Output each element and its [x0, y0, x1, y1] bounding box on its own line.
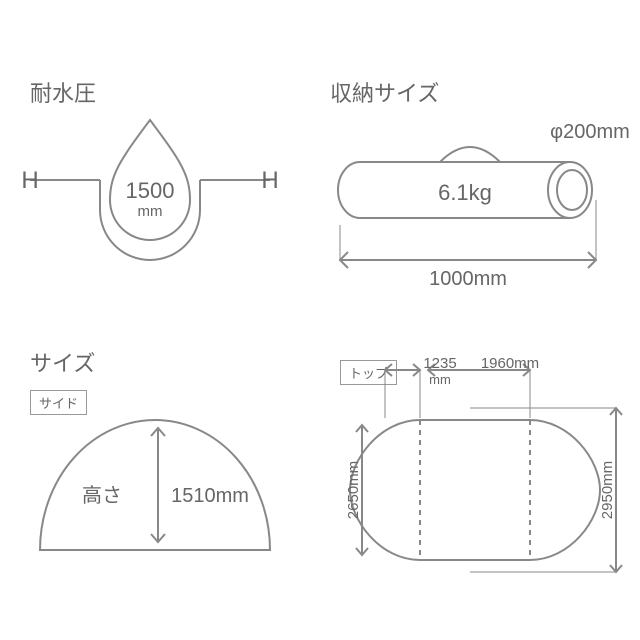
top-vestibule-unit: mm: [429, 372, 451, 387]
top-diagram: 1235 mm 1960mm 2650mm 2950mm: [320, 350, 640, 630]
water-unit: mm: [138, 203, 163, 220]
water-diagram: H H 1500 mm: [10, 110, 310, 310]
top-vestibule: 1235: [423, 355, 456, 372]
storage-weight: 6.1kg: [438, 180, 492, 205]
water-title: 耐水圧: [30, 76, 96, 108]
storage-length: 1000mm: [429, 268, 507, 290]
storage-diameter: φ200mm: [550, 121, 630, 143]
water-value: 1500: [126, 178, 175, 203]
top-outer-h: 2950mm: [599, 461, 616, 519]
side-diagram: 高さ 1510mm: [10, 380, 310, 600]
h-left: H: [21, 167, 38, 194]
top-inner-w: 1960mm: [481, 355, 539, 372]
top-inner-h: 2650mm: [345, 461, 362, 519]
size-title: サイズ: [30, 346, 95, 378]
storage-diagram: φ200mm 6.1kg 1000mm: [320, 100, 640, 320]
h-right: H: [261, 167, 278, 194]
side-label: 高さ: [82, 484, 122, 507]
side-height: 1510mm: [171, 485, 249, 507]
